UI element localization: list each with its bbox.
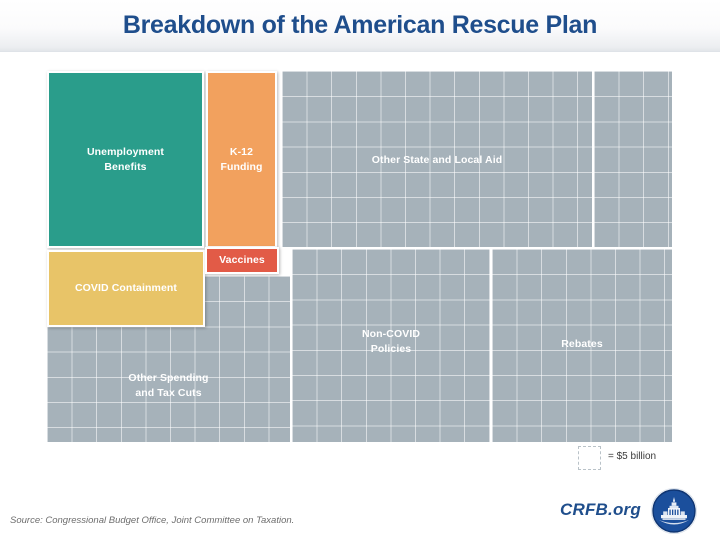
- treemap-chart: Other State and Local Aid Other Spending…: [47, 71, 672, 442]
- label-line-2: Policies: [370, 343, 412, 356]
- treemap-block-k12-funding: K-12 Funding: [206, 71, 277, 248]
- label-line-2: and Tax Cuts: [135, 387, 202, 400]
- label-line-1: Other Spending: [128, 372, 209, 384]
- treemap-block-other-state-and-local-aid-extension: [594, 71, 672, 247]
- treemap-label-k12-funding: K-12 Funding: [216, 145, 266, 173]
- legend: = $5 billion: [578, 446, 708, 472]
- label-line-1: Non-COVID: [361, 328, 421, 340]
- treemap-block-other-state-and-local-aid: [282, 71, 592, 247]
- treemap-label-non-covid-policies: Non-COVID Policies: [292, 327, 490, 357]
- legend-label: = $5 billion: [608, 451, 657, 462]
- treemap-label-unemployment-benefits: Unemployment Benefits: [83, 145, 168, 173]
- treemap-label-covid-containment: COVID Containment: [74, 282, 178, 295]
- title-banner: Breakdown of the American Rescue Plan: [0, 0, 720, 52]
- treemap-block-non-covid-policies: [292, 249, 490, 442]
- treemap-block-covid-containment: COVID Containment: [47, 250, 205, 327]
- label-line-2: Funding: [220, 160, 263, 173]
- treemap-label-vaccines: Vaccines: [219, 254, 265, 267]
- treemap-label-other-state-and-local-aid: Other State and Local Aid: [371, 154, 503, 166]
- source-note: Source: Congressional Budget Office, Joi…: [10, 515, 295, 526]
- dashed-square-icon: [578, 446, 601, 470]
- treemap-block-rebates: [492, 249, 672, 442]
- label-line-1: K-12: [229, 146, 254, 159]
- crfb-wordmark: CRFB.org: [560, 500, 641, 519]
- label-line-1: Unemployment: [86, 146, 165, 159]
- treemap-label-rebates: Rebates: [561, 338, 603, 350]
- page-title: Breakdown of the American Rescue Plan: [122, 11, 598, 39]
- treemap-label-other-spending-and-tax-cuts: Other Spending and Tax Cuts: [47, 371, 290, 401]
- crfb-logo[interactable]: CRFB.org: [560, 487, 710, 537]
- capitol-seal-icon: [651, 488, 697, 534]
- treemap-block-unemployment-benefits: Unemployment Benefits: [47, 71, 204, 248]
- label-line-2: Benefits: [104, 160, 147, 173]
- treemap-block-vaccines: Vaccines: [205, 247, 279, 274]
